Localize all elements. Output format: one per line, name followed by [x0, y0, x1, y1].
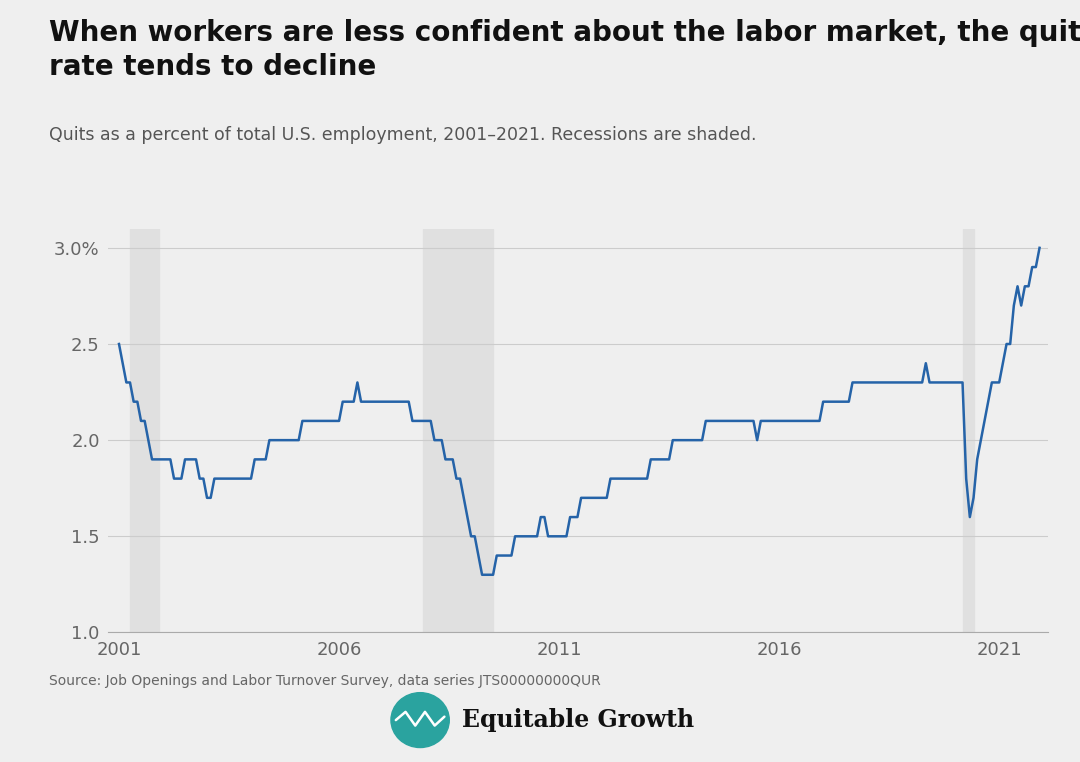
Text: Quits as a percent of total U.S. employment, 2001–2021. Recessions are shaded.: Quits as a percent of total U.S. employm…	[49, 126, 756, 144]
Text: When workers are less confident about the labor market, the quits
rate tends to : When workers are less confident about th…	[49, 19, 1080, 81]
Bar	[962, 229, 973, 632]
Bar	[130, 229, 160, 632]
Bar	[423, 229, 494, 632]
Text: Source: Job Openings and Labor Turnover Survey, data series JTS00000000QUR: Source: Job Openings and Labor Turnover …	[49, 674, 600, 688]
Text: Equitable Growth: Equitable Growth	[462, 708, 694, 732]
Ellipse shape	[391, 693, 449, 748]
